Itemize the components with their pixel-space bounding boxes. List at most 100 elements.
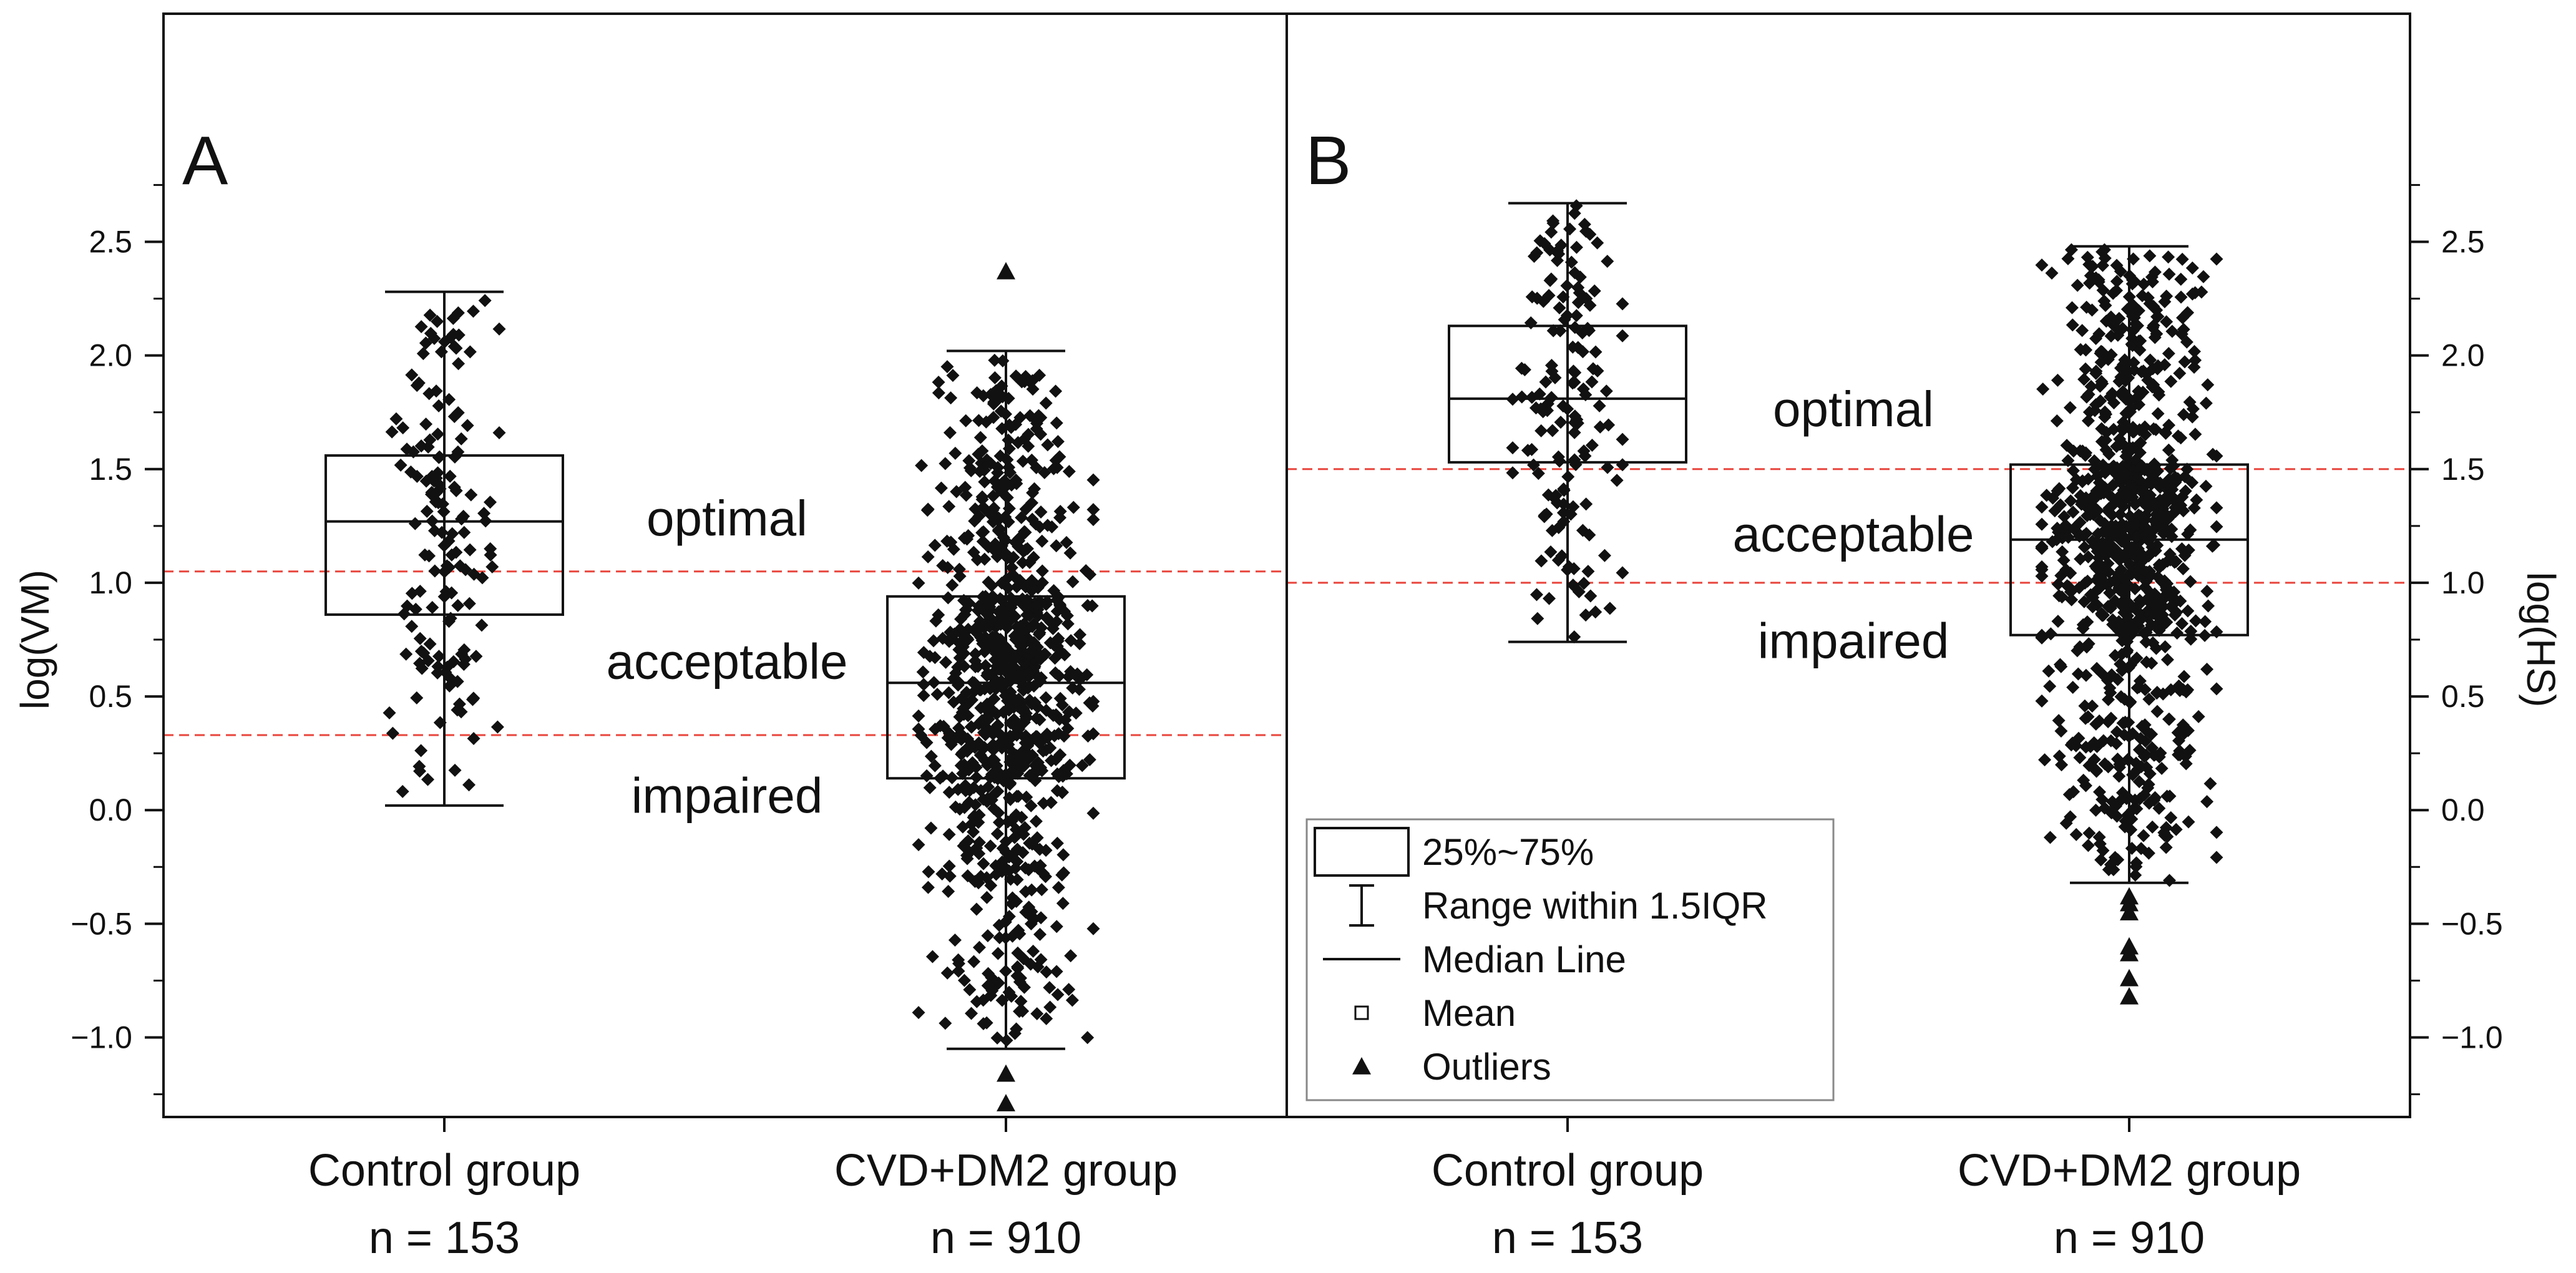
data-point [1058, 605, 1071, 618]
data-point [2108, 648, 2122, 662]
data-point [2150, 303, 2164, 317]
data-point [2081, 615, 2094, 629]
data-point [394, 458, 407, 472]
data-point [2120, 643, 2134, 657]
data-point [2035, 500, 2049, 514]
data-point [2184, 624, 2198, 638]
data-point [993, 931, 1007, 945]
data-point [2132, 743, 2146, 756]
data-point [2130, 802, 2144, 816]
data-point [466, 305, 480, 318]
data-point [2131, 542, 2145, 555]
data-point [1053, 450, 1066, 464]
data-point [2086, 260, 2099, 273]
data-point [2128, 518, 2142, 532]
data-point [1028, 912, 1042, 926]
data-point [1052, 590, 1066, 604]
data-point [932, 376, 945, 389]
data-point [442, 393, 456, 406]
data-point [942, 726, 956, 740]
data-point [2140, 605, 2154, 618]
data-point [981, 929, 995, 942]
y-tick-label: 1.5 [89, 452, 132, 487]
y-axis-label: log(HS) [2519, 572, 2564, 708]
legend-label: Range within 1.5IQR [1422, 885, 1768, 927]
data-point [2064, 585, 2077, 599]
data-point [2095, 793, 2109, 806]
data-point [448, 763, 462, 777]
data-point [1588, 284, 1601, 298]
data-point [1049, 753, 1063, 766]
data-point [1016, 592, 1030, 606]
data-point [1026, 383, 1040, 396]
data-point [2173, 744, 2187, 758]
data-point [2126, 425, 2140, 439]
data-point [2101, 715, 2115, 729]
data-point [1543, 592, 1556, 605]
data-point [968, 514, 982, 528]
data-point [408, 517, 422, 530]
data-point [1051, 435, 1065, 449]
data-point [992, 514, 1005, 527]
data-point [2160, 577, 2174, 590]
data-point [1000, 453, 1014, 467]
data-point [1544, 225, 1558, 239]
data-point [2125, 842, 2139, 856]
data-point [2084, 588, 2097, 602]
data-point [444, 672, 457, 686]
data-point [2165, 453, 2179, 467]
data-point [2139, 635, 2153, 649]
data-point [998, 915, 1012, 929]
data-point [2138, 718, 2152, 732]
data-point [1616, 566, 1629, 580]
data-point [2035, 560, 2049, 573]
data-point [2057, 554, 2071, 567]
data-point [2081, 839, 2095, 852]
data-point [990, 389, 1004, 402]
data-point [960, 632, 974, 645]
data-point [964, 720, 978, 734]
data-point [2035, 694, 2049, 708]
data-point [2134, 842, 2148, 856]
y-tick-label: −0.5 [71, 906, 132, 941]
data-point [1506, 466, 1520, 480]
data-point [1023, 555, 1037, 569]
data-point [2066, 318, 2079, 332]
data-point [2101, 504, 2115, 518]
data-point [2130, 530, 2144, 544]
data-point [1006, 929, 1020, 943]
data-point [1022, 427, 1035, 441]
y-tick-label: 0.5 [89, 679, 132, 714]
data-point [2105, 795, 2119, 809]
zone-label-optimal: optimal [1773, 381, 1934, 437]
data-point [1616, 297, 1629, 311]
data-point [922, 865, 935, 879]
data-point [1066, 500, 1080, 514]
data-point [972, 414, 985, 427]
outlier-marker [2120, 968, 2139, 987]
data-point [2177, 323, 2190, 336]
data-point [2071, 278, 2084, 292]
data-point [2072, 731, 2086, 745]
data-point [1007, 650, 1021, 663]
data-point [2078, 699, 2092, 713]
data-point [1544, 358, 1558, 372]
data-point [2197, 270, 2210, 283]
y-tick-label: 1.0 [89, 565, 132, 600]
data-point [1012, 789, 1025, 803]
data-point [2163, 789, 2177, 803]
data-point [1554, 416, 1568, 429]
data-point [971, 660, 985, 673]
data-point [437, 505, 451, 519]
data-point [2144, 353, 2157, 367]
data-point [2132, 775, 2146, 789]
data-point [1029, 814, 1043, 828]
data-point [1030, 645, 1044, 658]
data-point [934, 481, 948, 495]
data-point [2112, 615, 2125, 628]
data-point [1000, 621, 1014, 635]
data-point [2150, 705, 2164, 718]
data-point [1050, 416, 1063, 430]
data-point [2210, 826, 2223, 839]
data-point [420, 504, 434, 518]
